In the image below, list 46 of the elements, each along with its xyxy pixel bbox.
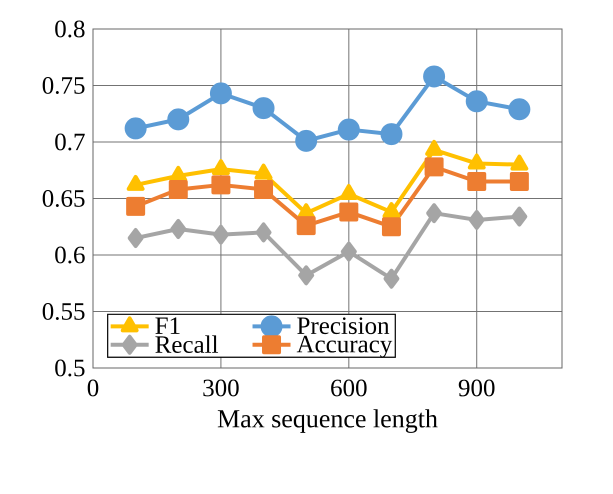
point [508,98,530,120]
point [296,216,316,236]
y-tick-label: 0.55 [42,303,84,320]
y-tick-label: 0.8 [55,20,85,38]
point [254,180,274,199]
y-tick-label: 0.5 [55,360,84,376]
x-tick-label: 0 [88,380,98,396]
point [124,117,147,140]
point [510,172,529,192]
point [168,180,188,199]
x-tick-label: 300 [203,380,239,396]
legend-label: F1 [155,317,180,334]
point [252,97,275,120]
legend-label: Recall [155,335,218,353]
legend-label: Accuracy [296,336,392,358]
point [382,217,401,236]
point [339,202,358,222]
point [167,108,190,130]
x-axis-title: Max sequence length [218,409,438,433]
legend-label: Precision [297,317,390,334]
point [212,224,229,245]
y-tick-label: 0.65 [42,190,84,207]
point [211,175,230,194]
point [128,228,144,248]
point [210,82,232,104]
point [423,65,446,88]
point [383,268,400,289]
point [295,130,318,152]
point [468,210,485,230]
point [340,242,357,262]
y-tick-label: 0.75 [42,77,84,94]
point [466,90,488,112]
point [256,222,272,242]
point [298,265,314,286]
point [126,196,146,216]
y-tick-label: 0.7 [55,134,85,150]
x-tick-label: 600 [331,380,367,396]
point [511,206,528,227]
point [426,203,442,224]
point [338,118,360,141]
point [170,219,186,239]
point [380,123,402,146]
point [467,172,486,192]
y-tick-label: 0.6 [55,246,85,264]
point [424,157,444,176]
x-tick-label: 900 [458,380,495,396]
